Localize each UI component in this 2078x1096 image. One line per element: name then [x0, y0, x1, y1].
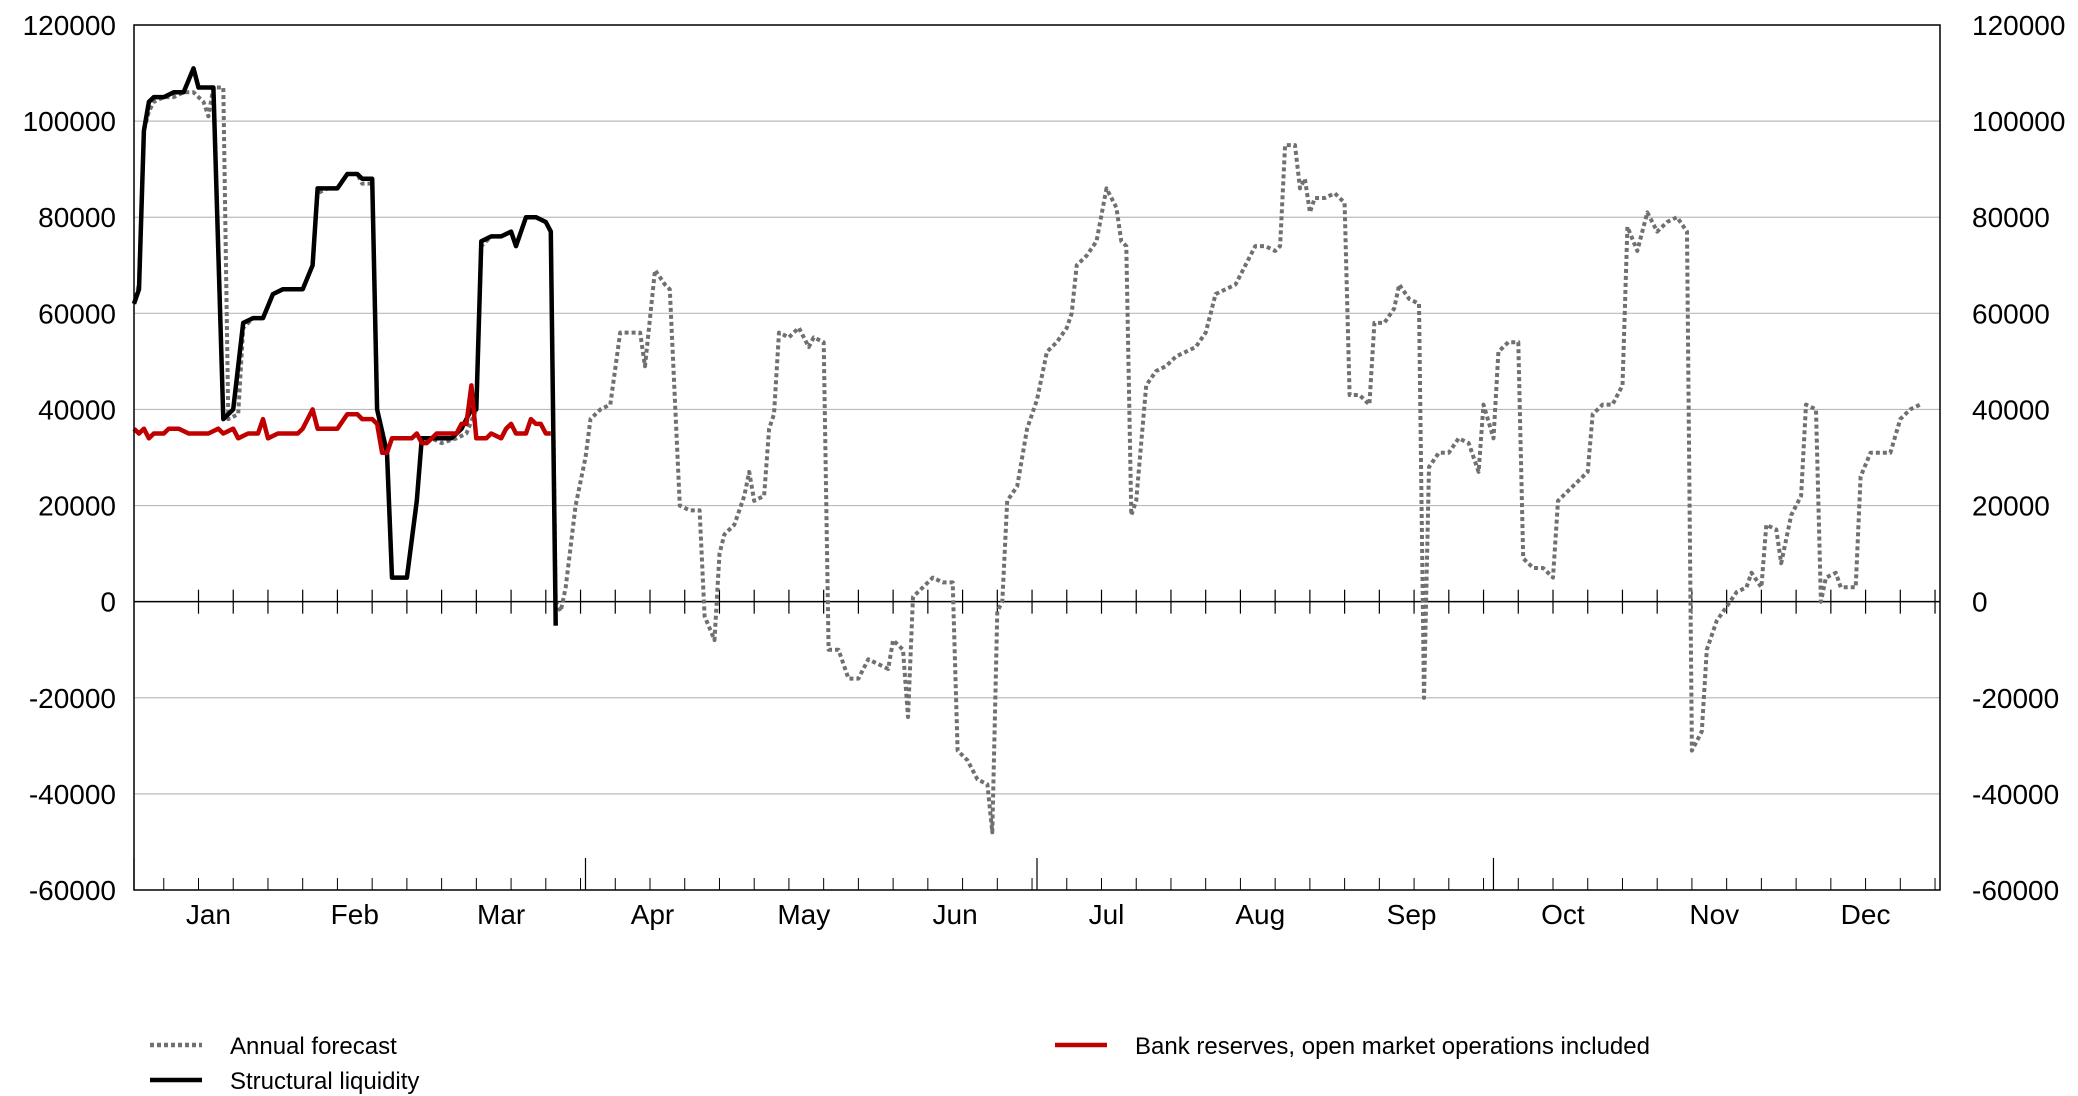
x-month-label: Apr — [631, 899, 675, 930]
y-tick-label-right: -60000 — [1972, 875, 2059, 906]
x-month-label: Mar — [477, 899, 525, 930]
y-tick-label-left: 0 — [100, 587, 116, 618]
y-tick-label-left: 60000 — [38, 298, 116, 329]
y-tick-label-left: 20000 — [38, 491, 116, 522]
x-month-label: Oct — [1541, 899, 1585, 930]
x-month-label: Jan — [186, 899, 231, 930]
y-tick-label-right: -40000 — [1972, 779, 2059, 810]
series-bank-reserves — [132, 383, 551, 455]
x-month-label: Nov — [1689, 899, 1739, 930]
y-tick-label-left: 80000 — [38, 202, 116, 233]
series-lines — [131, 66, 1922, 835]
x-month-label: Aug — [1235, 899, 1285, 930]
series-annual-forecast — [132, 85, 1922, 835]
y-tick-label-right: 40000 — [1972, 394, 2050, 425]
x-month-label: May — [777, 899, 830, 930]
y-tick-label-left: -40000 — [29, 779, 116, 810]
legend-label-structural-liquidity: Structural liquidity — [230, 1068, 419, 1095]
y-tick-label-left: -20000 — [29, 683, 116, 714]
series-structural-liquidity — [131, 66, 558, 626]
legend: Annual forecast Structural liquidity Bank … — [150, 1033, 1650, 1095]
x-month-label: Jul — [1089, 899, 1125, 930]
legend-label-bank-reserves: Bank reserves, open market operations in… — [1135, 1033, 1650, 1060]
y-tick-label-right: 20000 — [1972, 491, 2050, 522]
x-month-label: Sep — [1387, 899, 1437, 930]
y-tick-label-right: 80000 — [1972, 202, 2050, 233]
y-axis-left: 120000 100000 80000 60000 40000 20000 0 -20000 -… — [23, 10, 116, 906]
x-month-label: Jun — [933, 899, 978, 930]
y-tick-label-right: 60000 — [1972, 298, 2050, 329]
plot-frame — [133, 24, 1941, 891]
x-month-label: Dec — [1841, 899, 1891, 930]
x-month-label: Feb — [331, 899, 379, 930]
y-tick-label-left: 100000 — [23, 106, 116, 137]
y-tick-label-left: 120000 — [23, 10, 116, 41]
legend-label-annual-forecast: Annual forecast — [230, 1033, 397, 1060]
y-tick-label-right: 0 — [1972, 587, 1988, 618]
y-tick-label-right: 100000 — [1972, 106, 2065, 137]
y-tick-label-left: 40000 — [38, 394, 116, 425]
y-tick-label-right: -20000 — [1972, 683, 2059, 714]
x-axis: Jan Feb Mar Apr May Jun Jul Aug Sep Oct Nov Dec — [133, 589, 1940, 930]
y-axis-right: 120000 100000 80000 60000 40000 20000 0 -20000 -… — [1972, 10, 2065, 906]
y-tick-label-left: -60000 — [29, 875, 116, 906]
y-tick-label-right: 120000 — [1972, 10, 2065, 41]
